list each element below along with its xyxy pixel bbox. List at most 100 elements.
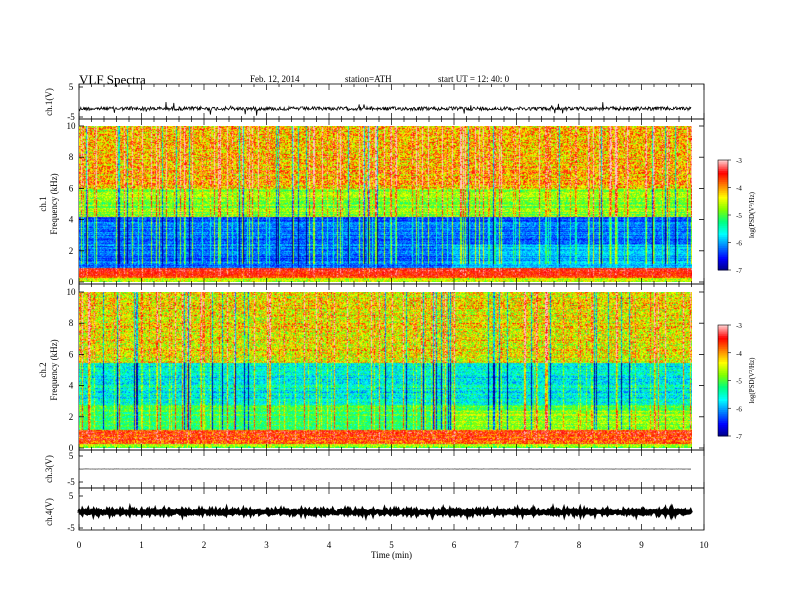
colorbar-swatch (718, 189, 728, 192)
colorbar-swatch (718, 226, 728, 229)
colorbar-swatch (718, 432, 728, 435)
colorbar-swatch (718, 354, 728, 357)
colorbar-swatch (718, 237, 728, 240)
colorbar-swatch (718, 268, 728, 271)
colorbar-tick-label: -5 (736, 378, 742, 386)
colorbar-swatch (718, 211, 728, 214)
colorbar-swatch (718, 384, 728, 387)
colorbar-swatch (718, 240, 728, 243)
colorbar-swatch (718, 423, 728, 426)
colorbar-swatch (718, 231, 728, 234)
start-time: start UT = 12: 40: 0 (438, 74, 510, 84)
colorbar-swatch (718, 180, 728, 183)
frequency-axis-label: Frequency (kHz) (49, 173, 59, 234)
y-tick-label: 6 (69, 183, 74, 193)
colorbar-swatch (718, 200, 728, 203)
colorbar-swatch (718, 417, 728, 420)
colorbar-swatch (718, 194, 728, 198)
colorbar-tick-label: -6 (736, 240, 742, 248)
colorbar-swatch (718, 185, 728, 188)
y-tick-label: -5 (67, 523, 75, 533)
colorbar-swatch (718, 209, 728, 212)
y-tick-label: 0 (69, 443, 74, 453)
colorbar-swatch (718, 233, 728, 236)
colorbar-swatch (718, 332, 728, 335)
colorbar-swatch (718, 410, 728, 413)
frequency-axis-label: Frequency (kHz) (49, 339, 59, 400)
channel-voltage-label: ch.4(V) (44, 498, 54, 526)
y-tick-label: 6 (69, 349, 74, 359)
colorbar-swatch (718, 339, 728, 343)
y-tick-label: 2 (69, 412, 74, 422)
colorbar-swatch (718, 421, 728, 424)
y-tick-label: 4 (69, 381, 74, 391)
colorbar-swatch (718, 365, 728, 369)
colorbar-swatch (718, 160, 728, 163)
colorbar-swatch (718, 428, 728, 431)
colorbar-swatch (718, 387, 728, 391)
colorbar-swatch (718, 330, 728, 333)
recording-date: Feb. 12, 2014 (250, 74, 300, 84)
colorbar-swatch (718, 404, 728, 407)
y-tick-label: 4 (69, 215, 74, 225)
channel-label: ch.2 (38, 362, 48, 377)
x-axis-label: Time (min) (371, 550, 412, 560)
colorbar-swatch (718, 165, 728, 168)
colorbar-swatch (718, 257, 728, 260)
colorbar-swatch (718, 343, 728, 346)
colorbar-swatch (718, 178, 728, 181)
colorbar-swatch (718, 326, 728, 330)
x-tick-label: 10 (700, 540, 710, 550)
colorbar-tick-label: -4 (736, 350, 742, 358)
x-tick-label: 2 (202, 540, 207, 550)
colorbar-swatch (718, 224, 728, 227)
colorbar-swatch (718, 393, 728, 396)
colorbar-label: log(PSD(V²/Hz) (748, 357, 756, 404)
colorbar-swatch (718, 171, 728, 174)
colorbar-swatch (718, 244, 728, 247)
colorbar-swatch (718, 260, 728, 264)
colorbar-swatch (718, 249, 728, 253)
colorbar-swatch (718, 402, 728, 406)
x-tick-label: 4 (327, 540, 332, 550)
colorbar-swatch (718, 358, 728, 361)
colorbar-swatch (718, 378, 728, 381)
y-tick-label: -5 (67, 477, 75, 487)
colorbar-swatch (718, 169, 728, 172)
colorbar-swatch (718, 337, 728, 341)
colorbar-swatch (718, 382, 728, 385)
waveform-ch1 (78, 101, 692, 116)
y-tick-label: 8 (69, 318, 74, 328)
y-tick-label: 10 (67, 121, 77, 131)
colorbar-swatch (718, 360, 728, 363)
colorbar-swatch (718, 202, 728, 205)
x-tick-label: 1 (139, 540, 144, 550)
colorbar-swatch (718, 386, 728, 389)
colorbar-swatch (718, 391, 728, 394)
colorbar-swatch (718, 193, 728, 196)
colorbar-swatch (718, 213, 728, 216)
colorbar-swatch (718, 163, 728, 166)
y-tick-label: 8 (69, 152, 74, 162)
spectrogram-ch1 (79, 126, 692, 282)
colorbar-swatch (718, 400, 728, 404)
colorbar-swatch (718, 251, 728, 254)
colorbar-swatch (718, 242, 728, 245)
colorbar-swatch (718, 356, 728, 359)
colorbar-swatch (718, 369, 728, 372)
colorbar-swatch (718, 204, 728, 207)
colorbar-swatch (718, 167, 728, 170)
colorbar-swatch (718, 222, 728, 225)
y-tick-label: 0 (69, 277, 74, 287)
colorbar-swatch (718, 397, 728, 400)
colorbar-swatch (718, 413, 728, 417)
channel-voltage-label: ch.3(V) (44, 455, 54, 483)
x-tick-label: 8 (577, 540, 582, 550)
waveform-ch4 (77, 502, 693, 522)
colorbar-swatch (718, 207, 728, 210)
colorbar-swatch (718, 328, 728, 332)
colorbar-swatch (718, 341, 728, 344)
colorbar-swatch (718, 334, 728, 337)
colorbar-tick-label: -3 (736, 322, 742, 330)
colorbar-swatch (718, 424, 728, 428)
